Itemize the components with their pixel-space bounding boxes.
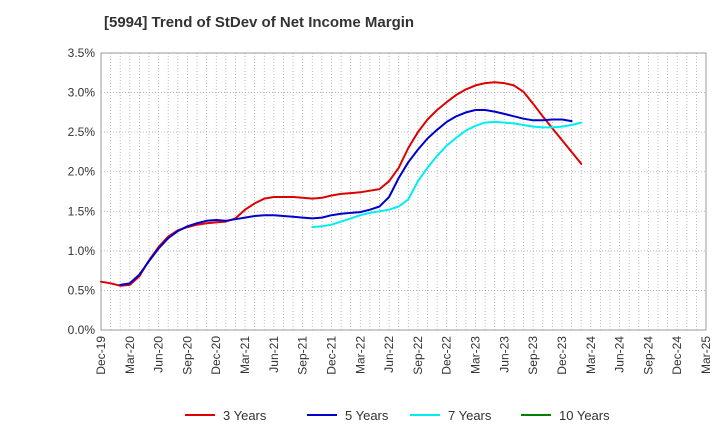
x-tick-label: Dec-24 xyxy=(670,336,684,375)
x-tick-label: Dec-21 xyxy=(324,336,338,375)
x-tick-label: Dec-22 xyxy=(440,336,454,375)
x-tick-label: Dec-23 xyxy=(555,336,569,375)
y-tick-label: 3.5% xyxy=(68,46,96,60)
x-tick-label: Mar-21 xyxy=(238,336,252,374)
x-tick-label: Mar-25 xyxy=(699,336,713,374)
y-tick-label: 0.5% xyxy=(68,283,96,297)
x-tick-label: Jun-24 xyxy=(613,336,627,373)
x-tick-label: Sep-23 xyxy=(526,336,540,375)
y-tick-label: 2.5% xyxy=(68,125,96,139)
y-axis-ticks: 0.0% 0.5% 1.0% 1.5% 2.0% 2.5% 3.0% 3.5% xyxy=(68,46,96,337)
grid-lines xyxy=(101,53,706,330)
legend-label: 5 Years xyxy=(345,408,389,423)
legend-label: 3 Years xyxy=(223,408,267,423)
series-lines xyxy=(100,81,583,287)
x-tick-label: Jun-22 xyxy=(382,336,396,373)
x-tick-label: Dec-19 xyxy=(94,336,108,375)
x-axis-ticks: Dec-19 Mar-20 Jun-20 Sep-20 Dec-20 Mar-21 Jun-… xyxy=(94,336,713,375)
plot-area-frame xyxy=(100,52,707,331)
series-line-7-years xyxy=(311,120,583,229)
x-tick-label: Sep-21 xyxy=(296,336,310,375)
x-tick-label: Sep-20 xyxy=(180,336,194,375)
legend-label: 10 Years xyxy=(559,408,610,423)
x-tick-label: Mar-22 xyxy=(353,336,367,374)
x-tick-label: Mar-24 xyxy=(584,336,598,374)
chart-title: [5994] Trend of StDev of Net Income Marg… xyxy=(104,14,415,31)
x-tick-label: Dec-20 xyxy=(209,336,223,375)
legend-label: 7 Years xyxy=(448,408,492,423)
x-tick-label: Sep-24 xyxy=(641,336,655,375)
y-tick-label: 1.5% xyxy=(68,204,96,218)
x-tick-label: Jun-20 xyxy=(152,336,166,373)
y-tick-label: 3.0% xyxy=(68,86,96,100)
y-tick-label: 2.0% xyxy=(68,165,96,179)
y-tick-label: 0.0% xyxy=(68,323,96,337)
series-line-5-years xyxy=(119,109,573,286)
x-tick-label: Jun-23 xyxy=(497,336,511,373)
x-tick-label: Mar-23 xyxy=(469,336,483,374)
series-line-3-years xyxy=(100,81,583,287)
legend: 3 Years 5 Years 7 Years 10 Years xyxy=(185,408,610,423)
x-tick-label: Jun-21 xyxy=(267,336,281,373)
x-tick-label: Sep-22 xyxy=(411,336,425,375)
y-tick-label: 1.0% xyxy=(68,244,96,258)
x-tick-label: Mar-20 xyxy=(123,336,137,374)
